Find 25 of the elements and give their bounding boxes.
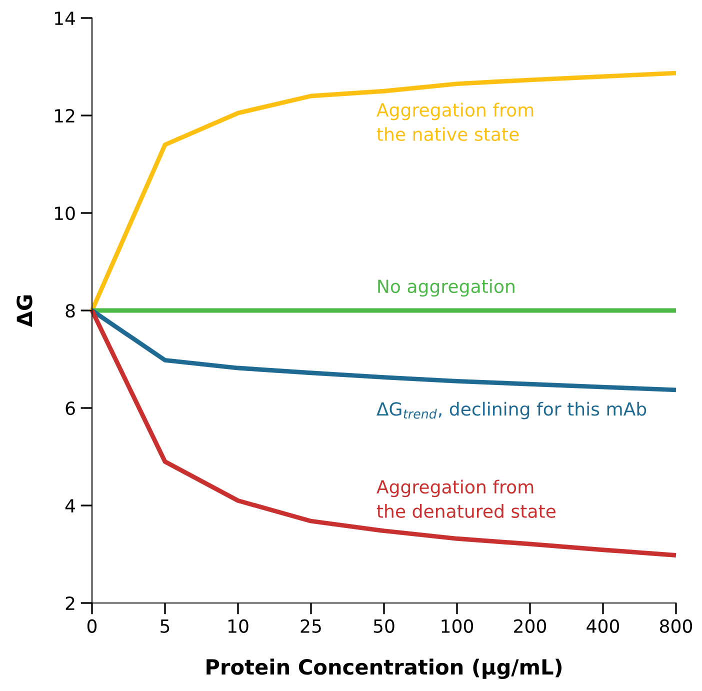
y-tick-label: 12 — [55, 108, 74, 122]
x-tick-label: 10 — [228, 619, 248, 633]
x-tick-label: 800 — [660, 619, 692, 633]
x-tick-label: 400 — [586, 619, 620, 633]
x-tick-label: 0 — [87, 619, 97, 633]
y-tick-label: 10 — [55, 206, 75, 220]
y-tick-label: 14 — [55, 12, 76, 25]
line-series — [90, 308, 678, 558]
series-label: Aggregation from the native state — [376, 102, 534, 142]
x-tick-label: 25 — [300, 619, 321, 633]
series-label: No aggregation — [378, 279, 514, 297]
x-tick-label: 5 — [160, 620, 170, 633]
y-tick-label: 2 — [66, 596, 74, 610]
x-axis-title: Protein Concentration (µg/mL) — [206, 658, 562, 679]
x-tick-label: 100 — [442, 619, 474, 633]
x-tick-label: 200 — [514, 619, 546, 633]
y-tick-label: 8 — [66, 304, 75, 318]
line-series — [90, 308, 678, 392]
series-label: Aggregation from the denatured state — [376, 480, 556, 518]
series-label: ΔG$_{trend}$, declining for this mAb — [376, 402, 646, 420]
y-tick-label: 6 — [66, 401, 75, 416]
y-tick-label: 4 — [65, 499, 76, 512]
line-series — [90, 70, 678, 313]
y-axis-title: ΔG — [16, 295, 32, 328]
x-tick-label: 50 — [374, 619, 394, 633]
